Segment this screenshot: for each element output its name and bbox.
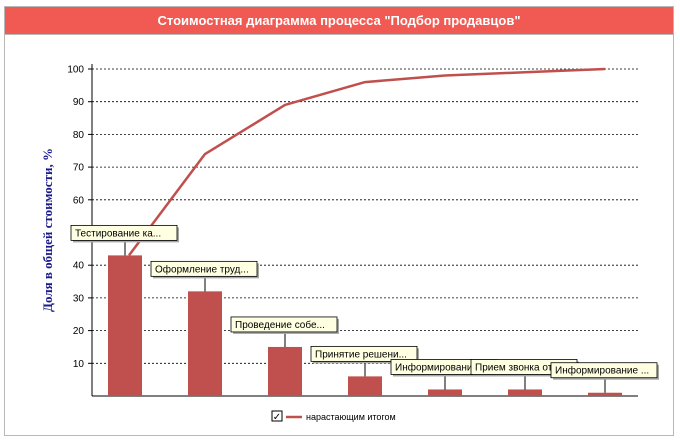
y-tick-labels: 10 20 30 40 60 70 80 90 100: [67, 65, 92, 370]
cumulative-line-path: [127, 67, 606, 257]
callout-box: [310, 345, 418, 362]
bar: [348, 376, 382, 396]
y-tick-label: 40: [73, 261, 85, 272]
bar: [428, 389, 462, 396]
cumulative-line: [127, 67, 606, 257]
bar: [188, 291, 222, 396]
y-tick-label: 20: [73, 326, 85, 337]
bars: [108, 255, 622, 396]
y-axis-label: Доля в общей стоимости, %: [40, 148, 55, 312]
y-tick-label: 90: [73, 97, 85, 108]
chart-title-bar: Стоимостная диаграмма процесса "Подбор п…: [5, 7, 673, 35]
y-tick-label: 70: [73, 163, 85, 174]
callout-label: Информирование ...: [395, 361, 489, 373]
y-tick-label: 10: [73, 359, 85, 370]
callout-label: Информирование ...: [555, 365, 649, 377]
legend-label: нарастающим итогом: [306, 412, 396, 422]
y-tick-label: 30: [73, 293, 85, 304]
callout-label: Тестирование ка...: [75, 228, 161, 239]
callout-box: [150, 260, 258, 277]
chart-title: Стоимостная диаграмма процесса "Подбор п…: [157, 13, 521, 28]
y-tick-label: 60: [73, 195, 85, 206]
category-callouts: Тестирование ка... Оформление труд... Пров…: [70, 224, 659, 393]
bar: [268, 346, 302, 396]
callout-box: [550, 362, 658, 379]
callout-label: Оформление труд...: [155, 263, 249, 275]
legend-checkbox-check: ✓: [273, 412, 281, 423]
grid-lines: [92, 68, 638, 364]
bar: [508, 389, 542, 396]
bar: [588, 392, 622, 396]
callout-box: [70, 224, 178, 241]
callout-box: [230, 316, 338, 333]
callout-label: Проведение собе...: [235, 319, 325, 331]
callout-label: Прием звонка от...: [475, 362, 560, 373]
legend-checkbox[interactable]: [271, 410, 283, 422]
y-tick-label: 80: [73, 130, 85, 141]
legend: ✓ нарастающим итогом: [271, 410, 396, 423]
callout-label: Принятие решени...: [315, 349, 407, 360]
y-tick-label: 100: [67, 65, 84, 76]
bar: [108, 255, 142, 396]
